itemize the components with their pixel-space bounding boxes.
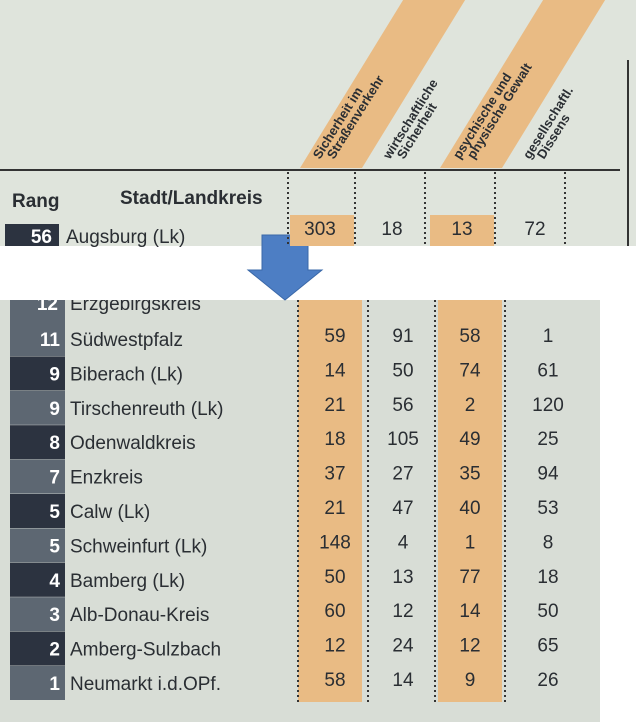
rank-header: Rang bbox=[12, 191, 60, 212]
value: 12 bbox=[392, 601, 413, 622]
name: Amberg-Sulzbach bbox=[70, 640, 221, 661]
rank: 8 bbox=[49, 433, 60, 454]
value: 58 bbox=[324, 670, 345, 691]
value: 58 bbox=[459, 326, 480, 347]
rank: 2 bbox=[49, 640, 60, 661]
value: 53 bbox=[537, 498, 558, 519]
value: 24 bbox=[392, 636, 414, 657]
rank-cell bbox=[10, 666, 65, 700]
value: 120 bbox=[532, 395, 564, 416]
name: Bamberg (Lk) bbox=[70, 571, 185, 592]
name: Odenwaldkreis bbox=[70, 433, 196, 454]
rank-cell bbox=[10, 322, 65, 356]
value: 303 bbox=[304, 219, 336, 240]
header-band bbox=[440, 0, 606, 168]
rank: 9 bbox=[49, 399, 60, 420]
value: 14 bbox=[392, 670, 414, 691]
value: 13 bbox=[392, 567, 413, 588]
rank-cell bbox=[10, 356, 65, 391]
value: 50 bbox=[324, 567, 345, 588]
value: 25 bbox=[537, 429, 558, 450]
rank-cell bbox=[10, 390, 65, 425]
rank-cell bbox=[10, 631, 65, 666]
name: Calw (Lk) bbox=[70, 502, 150, 523]
rank: 5 bbox=[49, 536, 60, 557]
rank: 3 bbox=[49, 605, 60, 626]
value: 14 bbox=[459, 601, 481, 622]
value: 105 bbox=[387, 429, 419, 450]
value: 2 bbox=[465, 395, 476, 416]
name: Enzkreis bbox=[70, 468, 143, 489]
rank: 4 bbox=[49, 571, 60, 592]
name: Südwestpfalz bbox=[70, 330, 183, 351]
rank: 11 bbox=[40, 330, 61, 351]
rank-cell bbox=[10, 597, 65, 632]
value: 18 bbox=[381, 219, 402, 240]
value: 18 bbox=[537, 567, 558, 588]
name: Biberach (Lk) bbox=[70, 364, 183, 385]
name: Augsburg (Lk) bbox=[66, 227, 185, 248]
rank: 1 bbox=[49, 674, 60, 695]
name: Alb-Donau-Kreis bbox=[70, 605, 209, 626]
value-band bbox=[298, 300, 362, 702]
value: 27 bbox=[392, 464, 413, 485]
value: 50 bbox=[392, 360, 413, 381]
rank: 5 bbox=[49, 502, 60, 523]
value-band bbox=[438, 300, 502, 702]
value: 4 bbox=[398, 532, 409, 553]
value: 77 bbox=[459, 567, 480, 588]
rank-cell bbox=[5, 224, 59, 246]
value: 148 bbox=[319, 532, 351, 553]
value: 60 bbox=[324, 601, 345, 622]
value: 26 bbox=[537, 670, 558, 691]
value: 49 bbox=[459, 429, 480, 450]
value: 50 bbox=[537, 601, 558, 622]
value-band bbox=[290, 215, 354, 246]
value: 21 bbox=[324, 395, 345, 416]
rank-cell bbox=[10, 459, 65, 494]
value: 72 bbox=[524, 219, 545, 240]
value: 18 bbox=[324, 429, 345, 450]
rank: 9 bbox=[49, 364, 60, 385]
rank-cell bbox=[10, 528, 65, 563]
value: 40 bbox=[459, 498, 480, 519]
value: 91 bbox=[392, 326, 413, 347]
value: 59 bbox=[324, 326, 345, 347]
value: 21 bbox=[324, 498, 345, 519]
name: Erzgebirgskreis bbox=[70, 294, 201, 315]
name-header: Stadt/Landkreis bbox=[120, 188, 263, 209]
name: Neumarkt i.d.OPf. bbox=[70, 674, 221, 695]
name: Schweinfurt (Lk) bbox=[70, 536, 207, 557]
value: 74 bbox=[459, 360, 481, 381]
value: 56 bbox=[392, 395, 413, 416]
rank: 7 bbox=[49, 468, 60, 489]
header-band bbox=[300, 0, 466, 168]
value-band bbox=[430, 215, 494, 246]
value: 1 bbox=[465, 532, 476, 553]
value: 65 bbox=[537, 636, 558, 657]
value: 47 bbox=[392, 498, 413, 519]
value: 12 bbox=[459, 636, 480, 657]
value: 13 bbox=[451, 219, 472, 240]
rank: 12 bbox=[37, 294, 58, 315]
value: 61 bbox=[537, 360, 558, 381]
value: 8 bbox=[543, 532, 554, 553]
value: 1 bbox=[543, 326, 554, 347]
value: 35 bbox=[459, 464, 480, 485]
rank-cell bbox=[10, 300, 65, 322]
name: Tirschenreuth (Lk) bbox=[70, 399, 223, 420]
value: 9 bbox=[465, 670, 476, 691]
rank-cell bbox=[10, 562, 65, 597]
rank-cell bbox=[10, 425, 65, 460]
value: 37 bbox=[324, 464, 345, 485]
value: 94 bbox=[537, 464, 559, 485]
rank-cell bbox=[10, 494, 65, 528]
rank: 56 bbox=[31, 227, 52, 248]
value: 12 bbox=[324, 636, 345, 657]
value: 14 bbox=[324, 360, 346, 381]
